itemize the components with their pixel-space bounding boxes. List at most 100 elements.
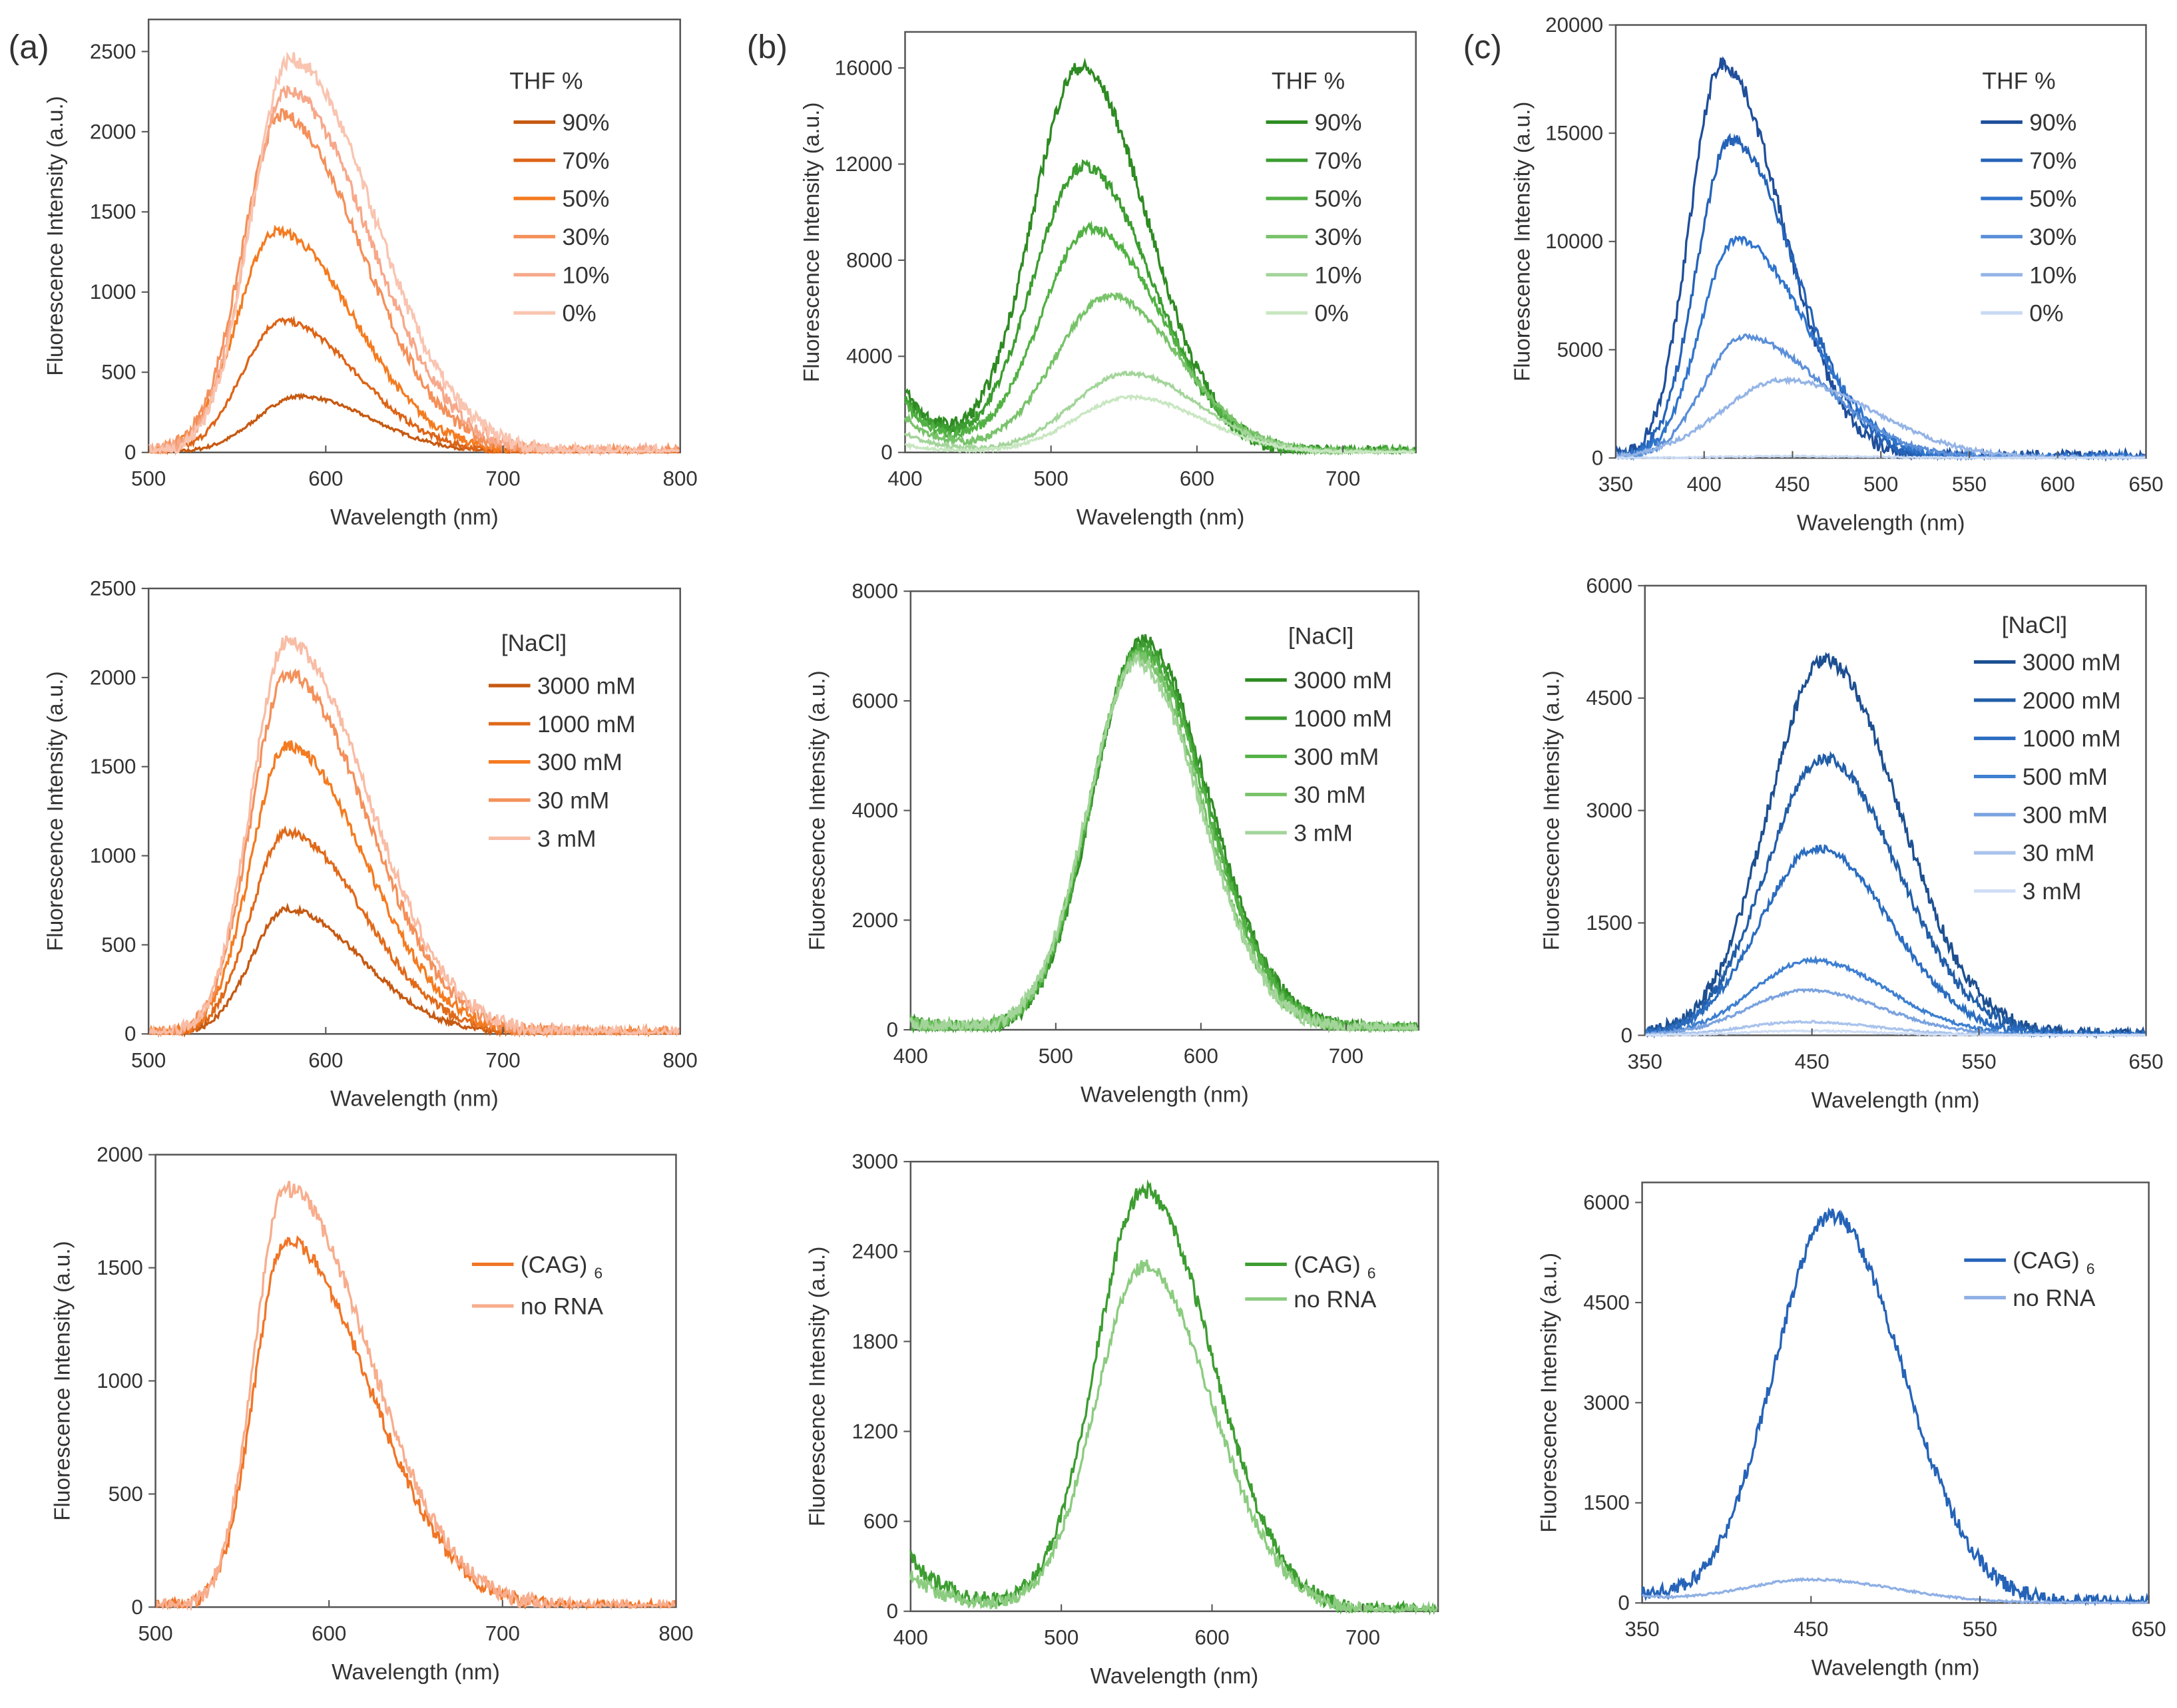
y-tick-label: 1000 [90,844,136,867]
series-line [1642,1577,2149,1605]
legend-label: 70% [562,147,609,174]
chart-c3: (CAG) 6 no RNA 350 450 550 650 0 1500 3000 4500 600… [1537,1181,2166,1681]
y-tick-label: 1200 [851,1420,898,1443]
x-tick-label: 650 [2128,473,2163,496]
series-line [147,51,680,456]
x-tick-label: 650 [2132,1617,2166,1641]
x-tick-label: 500 [131,467,166,491]
legend-label: 10% [562,262,609,288]
x-tick-label: 500 [1039,1044,1073,1068]
x-axis-label: Wavelength (nm) [1797,511,1965,535]
y-tick-label: 4000 [846,345,893,368]
legend-label: 1000 mM [537,711,636,738]
x-axis-label: Wavelength (nm) [1081,1082,1249,1107]
legend-label: 0% [562,300,596,327]
y-tick-label: 500 [101,933,136,957]
legend-title: [NaCl] [501,630,567,656]
x-tick-label: 400 [1687,473,1722,496]
y-tick-label: 1500 [97,1256,143,1279]
y-tick-label: 5000 [1557,338,1604,361]
y-tick-label: 2000 [90,666,136,689]
y-tick-label: 4500 [1586,686,1632,710]
y-tick-label: 0 [131,1596,142,1619]
x-tick-label: 400 [893,1626,928,1649]
legend-label: 50% [562,186,609,212]
x-tick-label: 350 [1625,1617,1660,1641]
y-tick-label: 1000 [90,280,136,304]
plot-frame [909,1160,1439,1612]
y-axis-label: Fluorescence Intensity (a.u.) [806,1247,830,1527]
legend-label: 3 mM [537,825,597,852]
plot-frame [909,590,1420,1031]
legend-label: (CAG) [521,1251,587,1278]
chart-b1: 90% 70% 50% 30% 10% 0% THF % 400 500 600 700 0 4000 8… [800,31,1417,530]
series-line [909,1259,1439,1615]
x-tick-label: 400 [893,1044,928,1068]
y-tick-label: 2400 [851,1240,898,1263]
legend-label: 0% [2029,300,2063,327]
y-tick-label: 0 [881,441,892,464]
y-axis-label: Fluorescence Intensity (a.u.) [1539,670,1564,951]
legend-label: 3000 mM [2023,649,2121,676]
legend-label: 70% [2029,147,2076,174]
chart-b2: 3000 mM 1000 mM 300 mM 30 mM 3 mM [NaCl] 400 50… [806,580,1420,1107]
legend-label: no RNA [2013,1285,2095,1311]
series-line [154,1180,676,1611]
y-tick-label: 0 [124,441,136,464]
x-tick-label: 450 [1794,1617,1828,1641]
y-tick-label: 0 [887,1018,898,1041]
x-axis-label: Wavelength (nm) [332,1660,500,1685]
legend-title: [NaCl] [1288,622,1353,649]
legend-label: 30 mM [537,787,609,814]
x-tick-label: 600 [308,1048,343,1072]
x-axis-label: Wavelength (nm) [330,505,499,530]
x-axis-label: Wavelength (nm) [1812,1088,1980,1113]
y-tick-label: 6000 [851,689,898,712]
x-tick-label: 800 [663,1048,698,1072]
y-tick-label: 4000 [851,799,898,822]
legend-label: 50% [2029,186,2076,212]
series-line [909,1179,1437,1615]
legend-label: 2000 mM [2023,687,2121,714]
legend-subscript: 6 [594,1264,603,1281]
y-tick-label: 20000 [1545,13,1603,37]
legend-label: 90% [1315,109,1362,136]
legend-label: (CAG) [1294,1251,1360,1278]
x-tick-label: 800 [663,467,698,491]
y-tick-label: 600 [863,1510,898,1533]
y-tick-label: 1500 [90,755,136,778]
y-tick-label: 2500 [90,576,136,600]
x-tick-label: 700 [1329,1044,1363,1068]
y-tick-label: 6000 [1583,1191,1630,1214]
chart-a2: 3000 mM 1000 mM 300 mM 30 mM 3 mM [NaCl] 500 60… [43,576,698,1111]
legend-label: 50% [1315,186,1362,212]
y-axis-label: Fluorescence Intensity (a.u.) [1511,101,1535,381]
x-tick-label: 700 [1326,467,1360,491]
y-tick-label: 0 [1618,1592,1629,1615]
x-tick-label: 800 [658,1621,693,1645]
y-tick-label: 2500 [90,40,136,63]
legend-label: 3 mM [2023,878,2082,905]
y-tick-label: 2000 [851,909,898,932]
y-tick-label: 16000 [835,57,893,80]
y-tick-label: 0 [124,1022,136,1046]
series-line [148,740,680,1038]
legend-label: 1000 mM [2023,726,2121,752]
legend-title: THF % [1272,67,1345,94]
legend-title: [NaCl] [2002,612,2067,638]
x-tick-label: 600 [1180,467,1214,491]
y-tick-label: 1500 [1583,1491,1630,1514]
legend-label: 90% [562,109,609,136]
x-axis-label: Wavelength (nm) [330,1087,499,1112]
plot-frame [904,31,1417,453]
y-axis-label: Fluorescence Intensity (a.u.) [800,102,824,382]
series-line [909,652,1418,1034]
panel-label-c: (c) [1463,29,1502,66]
x-tick-label: 700 [485,467,520,491]
legend-label: no RNA [1294,1286,1376,1313]
x-tick-label: 550 [1952,473,1987,496]
x-tick-label: 500 [138,1621,172,1645]
legend-label: 300 mM [1294,744,1379,770]
legend-subscript: 6 [2086,1260,2095,1277]
y-tick-label: 500 [101,361,136,384]
